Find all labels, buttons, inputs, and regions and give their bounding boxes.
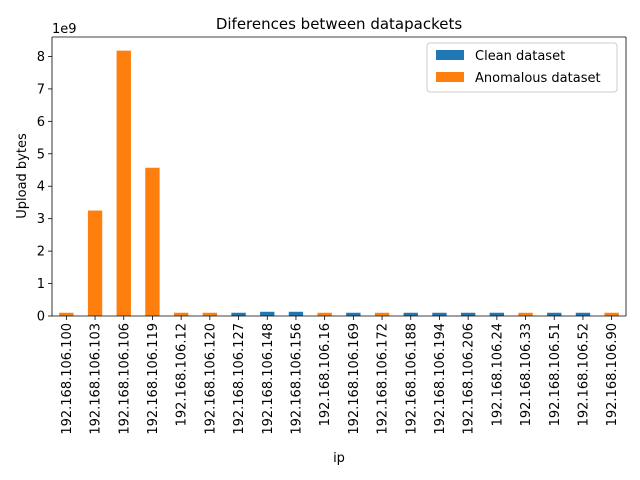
bar-clean-15 [489, 312, 505, 316]
y-tick-label: 8 [37, 50, 45, 65]
bar-anomalous-11 [374, 312, 390, 316]
x-tick-label: 192.168.106.12 [175, 323, 190, 426]
x-tick-label: 192.168.106.52 [576, 323, 591, 426]
x-tick-label: 192.168.106.127 [232, 323, 247, 435]
bar-clean-13 [432, 312, 447, 316]
y-tick-label: 4 [37, 180, 45, 195]
bar-clean-14 [460, 312, 476, 316]
x-tick-label: 192.168.106.100 [60, 323, 75, 435]
x-tick-label: 192.168.106.106 [117, 323, 132, 435]
bar-anomalous-19 [604, 312, 619, 316]
legend-frame [426, 42, 618, 93]
bar-anomalous-9 [317, 312, 332, 316]
x-tick-label: 192.168.106.33 [519, 323, 534, 426]
bar-clean-10 [346, 312, 361, 316]
axes [51, 36, 627, 317]
x-axis-title: ip [333, 451, 345, 466]
x-tick-label: 192.168.106.103 [89, 323, 104, 435]
bar-clean-17 [547, 312, 562, 316]
y-tick-label: 6 [37, 115, 45, 130]
y-tick-label: 2 [37, 245, 45, 260]
x-tick-label: 192.168.106.90 [605, 323, 620, 426]
chart-title: Diferences between datapackets [216, 15, 462, 33]
bar-clean-7 [260, 311, 275, 316]
x-tick-label: 192.168.106.206 [462, 323, 477, 435]
legend: Clean dataset Anomalous dataset [426, 42, 618, 93]
bar-anomalous-5 [202, 312, 218, 316]
x-tick-label: 192.168.106.16 [318, 323, 333, 426]
x-tick-label: 192.168.106.51 [548, 323, 563, 426]
bar-anomalous-0 [59, 312, 74, 316]
x-tick-label: 192.168.106.119 [146, 323, 161, 435]
legend-swatch-clean [436, 50, 464, 60]
bar-anomalous-2 [116, 50, 131, 316]
x-tick-label: 192.168.106.188 [404, 323, 419, 435]
y-tick-label: 7 [37, 82, 45, 97]
y-ticks: 0 1 2 3 4 5 6 7 8 [37, 50, 52, 325]
bar-clean-12 [403, 312, 418, 316]
x-tick-label: 192.168.106.194 [433, 323, 448, 435]
bar-anomalous-3 [145, 167, 160, 316]
y-tick-label: 5 [37, 147, 45, 162]
y-tick-label: 3 [37, 212, 45, 227]
x-tick-label: 192.168.106.156 [289, 323, 304, 435]
x-tick-label: 192.168.106.24 [490, 323, 505, 426]
bar-clean-6 [231, 312, 246, 316]
legend-label-clean: Clean dataset [475, 49, 565, 64]
y-tick-label: 1 [37, 277, 45, 292]
y-axis-title: Upload bytes [15, 133, 30, 219]
bar-anomalous-1 [87, 210, 103, 316]
x-ticks: 192.168.106.100 192.168.106.103 192.168.10… [60, 316, 620, 435]
x-tick-label: 192.168.106.148 [261, 323, 276, 435]
legend-swatch-anomalous [436, 72, 464, 82]
bar-anomalous-16 [518, 312, 533, 316]
bar-anomalous-4 [173, 312, 189, 316]
x-tick-label: 192.168.106.172 [376, 323, 391, 435]
x-tick-label: 192.168.106.169 [347, 323, 362, 435]
bar-clean-18 [575, 312, 591, 316]
bar-clean-8 [288, 311, 304, 316]
bars [59, 50, 619, 316]
y-tick-label: 0 [37, 310, 45, 325]
x-tick-label: 192.168.106.120 [203, 323, 218, 435]
y-axis-offset-label: 1e9 [52, 22, 77, 37]
legend-label-anomalous: Anomalous dataset [475, 71, 601, 86]
